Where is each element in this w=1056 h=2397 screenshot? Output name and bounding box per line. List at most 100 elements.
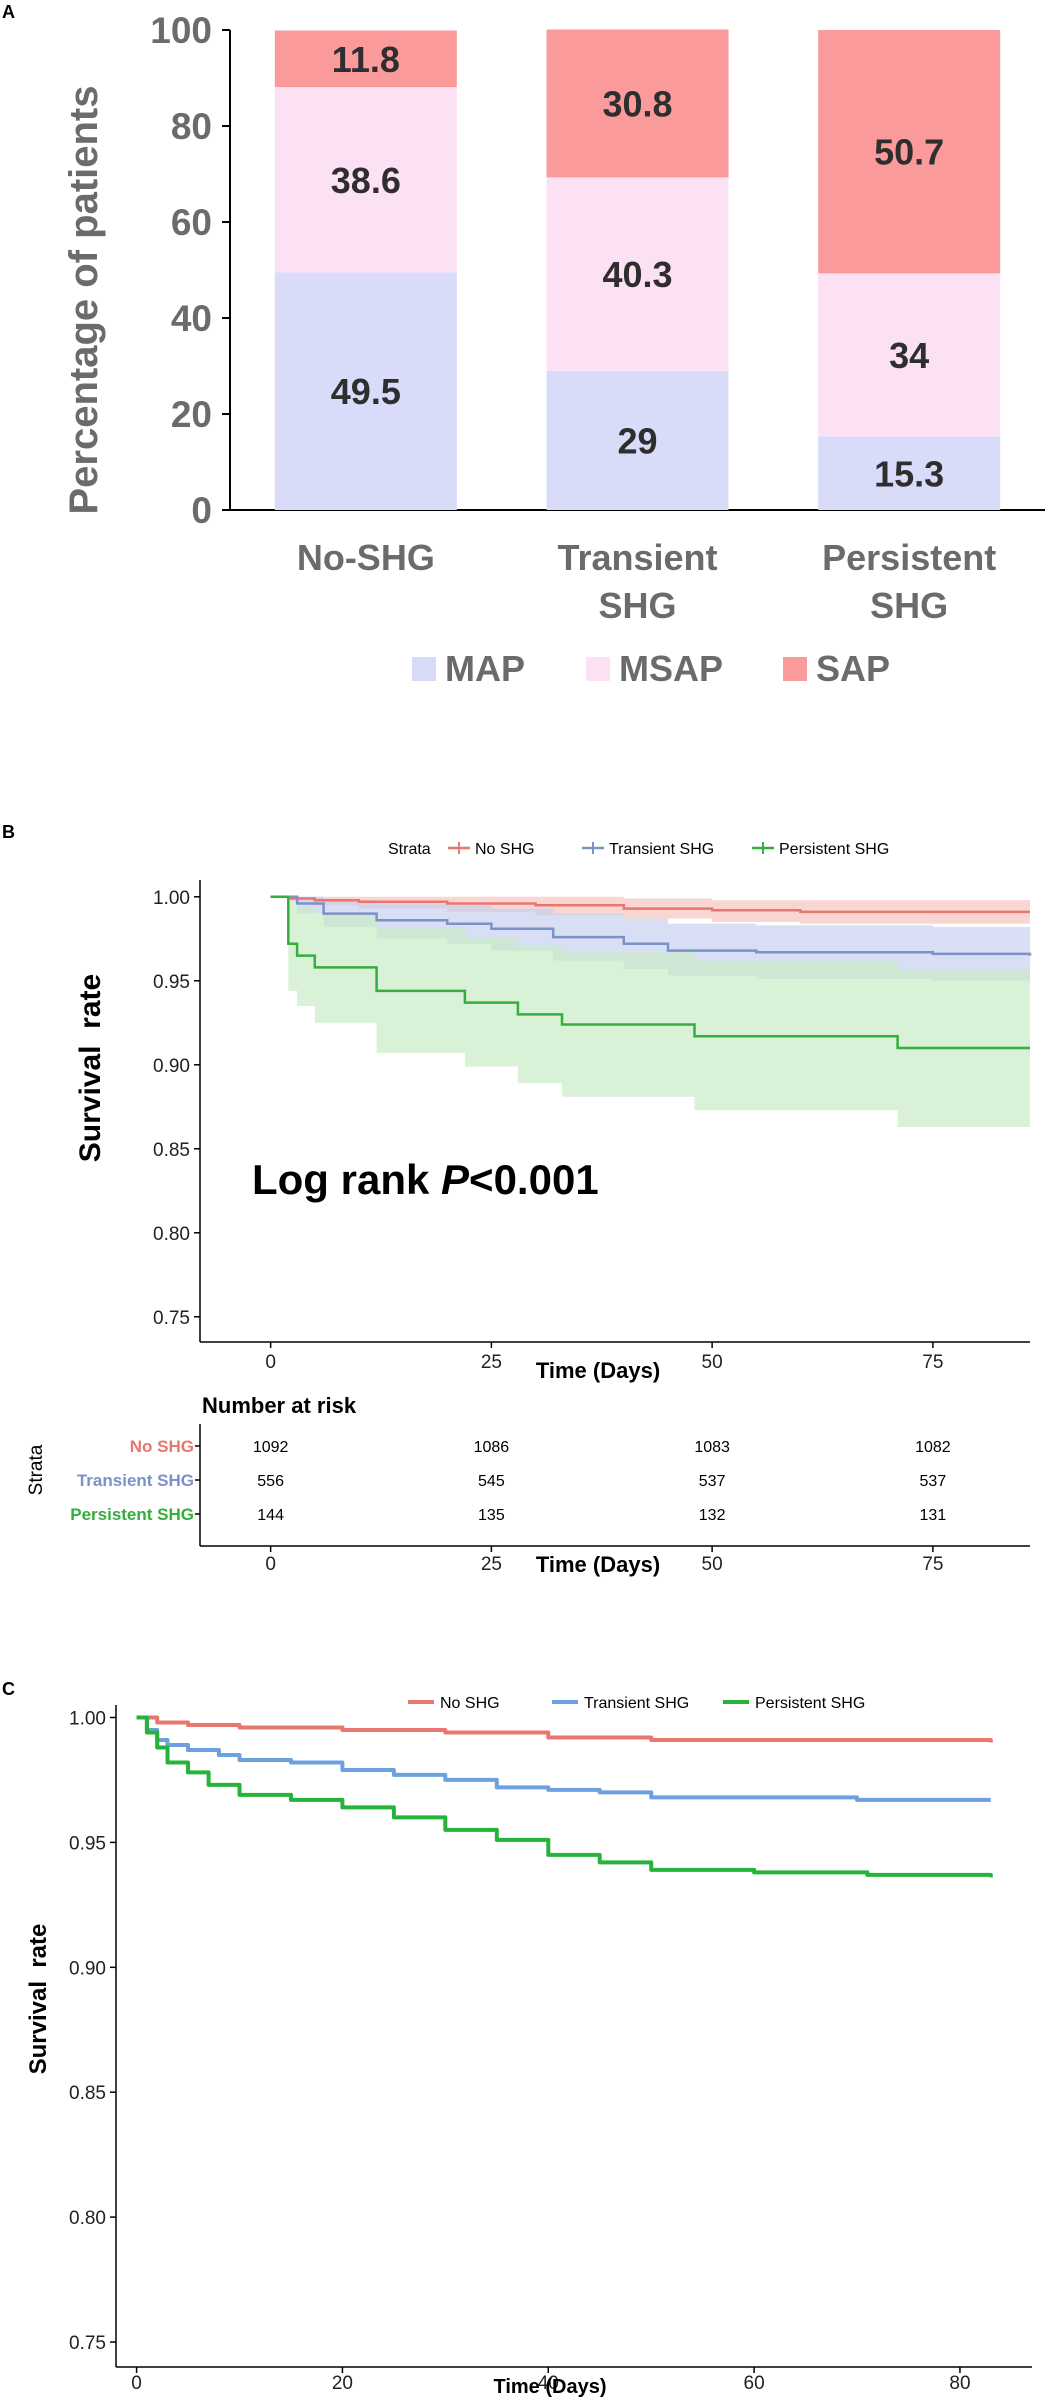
y-axis-label: Survival rate [74,974,107,1162]
risk-count: 545 [478,1473,505,1490]
risk-row-label-no-shg: No SHG [130,1437,194,1456]
x-tick-label: SHG [598,585,676,626]
legend-label-msap: MSAP [619,648,723,689]
data-label: 11.8 [332,39,400,80]
x-axis-label: Time (Days) [493,2376,606,2397]
x-tick-label: 80 [949,2373,970,2394]
risk-count: 1092 [253,1439,289,1456]
survival-line-chart: C No SHG Transient SHG Persistent SHG 0.75… [2,1679,1032,2397]
data-label: 38.6 [331,160,401,201]
x-tick-label: Persistent [822,537,996,578]
y-tick-label: 0.95 [153,972,190,993]
survival-line-persistent-shg [136,1715,993,1878]
bar-sap-no-shg [274,30,457,88]
bar-sap-transient-shg [546,29,729,178]
x-tick-label: 0 [265,1352,276,1373]
y-tick-label: 100 [150,10,212,51]
x-tick-label: 0 [131,2373,142,2394]
data-label: 40.3 [602,254,672,295]
stacked-bar-chart: A 0 20 40 60 80 100 49.5 38.6 11.8 29 40.3 30.8 15.… [2,2,1045,689]
x-tick-label: 50 [702,1352,723,1373]
legend-swatch-sap [783,657,807,681]
bar-map-no-shg [274,272,457,510]
bar-msap-no-shg [274,87,457,273]
y-tick-label: 0 [191,490,212,531]
risk-x-tick-label: 50 [702,1554,723,1575]
risk-x-tick-label: 0 [265,1554,276,1575]
legend-title: Strata [388,841,431,858]
risk-table-x-axis-label: Time (Days) [536,1552,660,1577]
risk-count: 131 [920,1507,947,1524]
risk-count: 556 [257,1473,284,1490]
legend-label-sap: SAP [816,648,890,689]
risk-table-strata-label: Strata [26,1444,47,1495]
x-tick-label: 60 [744,2373,765,2394]
legend: No SHG Transient SHG Persistent SHG [408,1695,865,1712]
risk-count: 132 [699,1507,726,1524]
legend-label-persistent-shg: Persistent SHG [755,1695,865,1712]
y-tick-label: 0.85 [153,1140,190,1161]
legend-label-persistent-shg: Persistent SHG [779,841,889,858]
y-tick-label: 0.80 [69,2208,106,2229]
x-tick-label: 25 [481,1352,502,1373]
plot-area: 0.75 0.80 0.85 0.90 0.95 1.00 0 20 40 60 80 [69,1705,1032,2394]
legend-label-transient-shg: Transient SHG [609,841,714,858]
y-tick-label: 60 [171,202,212,243]
y-tick-label: 0.80 [153,1224,190,1245]
legend-label-no-shg: No SHG [440,1695,500,1712]
risk-count: 1083 [694,1439,730,1456]
data-label: 34 [889,335,929,376]
data-label: 50.7 [874,132,944,173]
risk-x-tick-label: 25 [481,1554,502,1575]
panel-label-a: A [2,2,15,22]
survival-line-transient-shg [270,895,1032,956]
risk-count: 537 [920,1473,947,1490]
y-tick-label: 1.00 [153,888,190,909]
y-tick-label: 0.95 [69,1833,106,1854]
risk-x-tick-label: 75 [922,1554,943,1575]
x-axis-label: Time (Days) [536,1358,660,1383]
y-tick-label: 0.90 [69,1958,106,1979]
risk-count: 135 [478,1507,505,1524]
bar-map-persistent-shg [818,436,1001,510]
risk-count: 144 [257,1507,284,1524]
panel-label-c: C [2,1679,15,1699]
risk-count: 1082 [915,1439,951,1456]
survival-line-persistent-shg [270,895,1030,1050]
y-tick-label: 1.00 [69,1708,106,1729]
data-label: 30.8 [602,83,672,124]
data-label: 49.5 [331,371,401,412]
risk-table: No SHG 1092 1086 1083 1082 Transient SHG 556 54… [70,1424,1030,1575]
y-tick-label: 40 [171,298,212,339]
legend-label-transient-shg: Transient SHG [584,1695,689,1712]
x-tick-label: 40 [538,2373,559,2394]
data-label: 15.3 [874,453,944,494]
kaplan-meier-chart: B Strata No SHG Transient SHG Persistent SH… [2,822,1032,1577]
x-tick-label: 75 [922,1352,943,1373]
risk-row-label-persistent-shg: Persistent SHG [70,1505,194,1524]
y-tick-label: 0.85 [69,2083,106,2104]
risk-count: 1086 [474,1439,510,1456]
bar-msap-persistent-shg [818,273,1001,437]
y-tick-label: 0.75 [69,2333,106,2354]
data-label: 29 [617,420,657,461]
survival-line-transient-shg [136,1715,991,1802]
legend: MAP MSAP SAP [412,648,890,689]
legend-label-no-shg: No SHG [475,841,535,858]
x-tick-label: SHG [870,585,948,626]
legend: Strata No SHG Transient SHG Persistent SHG [388,841,889,858]
y-axis-label: Percentage of patients [62,85,106,514]
ci-band-persistent-shg [270,896,1031,1127]
survival-line-no-shg [270,895,1030,914]
bar-sap-persistent-shg [818,30,1001,274]
survival-line-no-shg [136,1715,993,1743]
y-axis-label: Survival rate [25,1924,52,2075]
x-tick-label: Transient [557,537,717,578]
risk-row-label-transient-shg: Transient SHG [77,1471,194,1490]
x-tick-label: No-SHG [297,537,435,578]
y-tick-label: 80 [171,106,212,147]
plot-area: 0.75 0.80 0.85 0.90 0.95 1.00 0 25 50 75 [153,880,1032,1373]
legend-label-map: MAP [445,648,525,689]
y-tick-label: 20 [171,394,212,435]
bar-map-transient-shg [546,370,729,510]
